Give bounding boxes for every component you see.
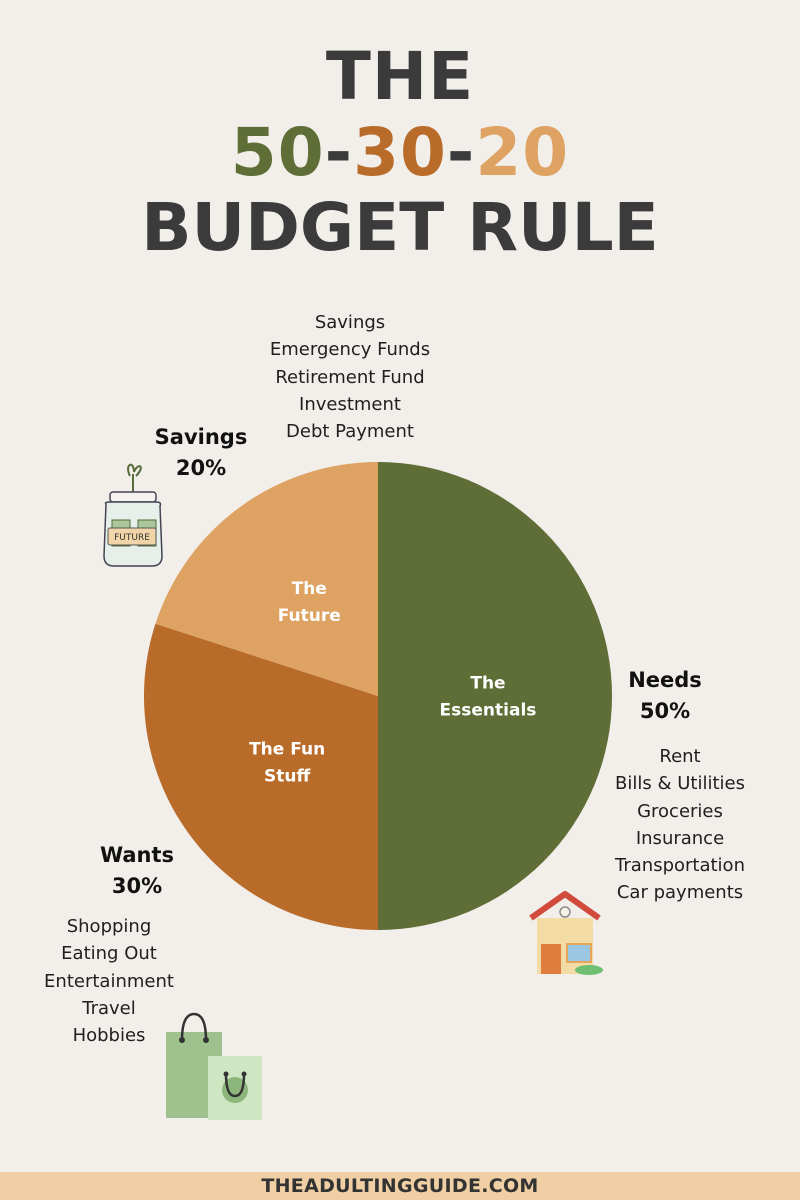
- title-number-50: 50: [230, 114, 325, 191]
- title-dash: -: [324, 114, 354, 191]
- wants-items-list: Shopping Eating Out Entertainment Travel…: [24, 913, 194, 1049]
- list-item: Travel: [82, 997, 136, 1019]
- list-item: Investment: [299, 393, 401, 415]
- needs-heading: Needs 50%: [600, 665, 730, 727]
- pie-slice-label: Future: [278, 606, 341, 626]
- needs-percent: 50%: [639, 699, 691, 723]
- footer-website: THEADULTINGGUIDE.COM: [0, 1172, 800, 1200]
- wants-percent: 30%: [111, 874, 163, 898]
- title-line-1: THE: [325, 38, 475, 115]
- title-number-30: 30: [353, 114, 447, 191]
- list-item: Insurance: [635, 827, 725, 849]
- list-item: Hobbies: [72, 1025, 146, 1047]
- list-item: Transportation: [615, 855, 745, 877]
- money-jar-icon: FUTURE: [103, 463, 163, 567]
- list-item: Eating Out: [61, 943, 157, 965]
- pie-slice-label: The: [292, 579, 327, 599]
- needs-items-list: Rent Bills & Utilities Groceries Insuran…: [590, 743, 770, 907]
- list-item: Bills & Utilities: [615, 773, 745, 795]
- list-item: Savings: [314, 312, 386, 333]
- savings-percent: 20%: [175, 456, 227, 480]
- list-item: Shopping: [66, 916, 152, 937]
- title-line-3: BUDGET RULE: [141, 189, 659, 266]
- title-line-2: 50-30-20: [0, 120, 800, 186]
- pie-slice-wants: [144, 623, 378, 930]
- house-icon: [529, 891, 603, 975]
- savings-items-list: Savings Emergency Funds Retirement Fund …: [250, 309, 450, 445]
- title-number-20: 20: [475, 114, 570, 191]
- list-item: Emergency Funds: [269, 339, 431, 361]
- savings-heading: Savings 20%: [131, 422, 271, 484]
- wants-label: Wants: [99, 843, 175, 867]
- jar-label-text: FUTURE: [114, 533, 150, 543]
- pie-slice-label: The: [470, 674, 505, 694]
- list-item: Groceries: [637, 800, 723, 822]
- list-item: Car payments: [616, 882, 744, 904]
- pie-slice-savings: [155, 462, 378, 696]
- list-item: Debt Payment: [286, 421, 414, 443]
- savings-label: Savings: [154, 425, 248, 449]
- pie-slice-label: Stuff: [264, 767, 310, 787]
- wants-heading: Wants 30%: [72, 840, 202, 902]
- title-dash: -: [446, 114, 476, 191]
- list-item: Entertainment: [44, 970, 174, 992]
- list-item: Retirement Fund: [275, 366, 425, 388]
- pie-slice-needs: [378, 462, 612, 930]
- needs-label: Needs: [628, 668, 702, 692]
- pie-slice-label: The Fun: [249, 740, 325, 760]
- shopping-bags-icon: [166, 1012, 262, 1120]
- list-item: Rent: [659, 746, 701, 767]
- pie-slice-label: Essentials: [440, 701, 537, 721]
